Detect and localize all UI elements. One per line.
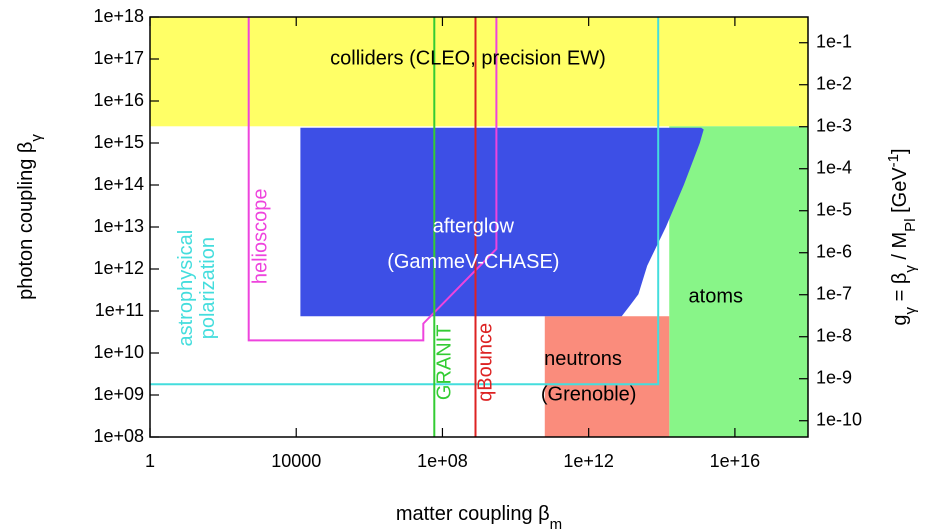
label-granit: GRANIT	[434, 325, 456, 401]
y-axis-label: photon coupling βγ	[15, 134, 45, 300]
region-neutrons	[544, 316, 670, 437]
y-tick-label: 1e+16	[93, 90, 144, 110]
label-afterglow-2: (GammeV-CHASE)	[387, 251, 559, 273]
x-tick-label: 1	[145, 451, 155, 471]
x-axis-label: matter coupling βm	[396, 503, 562, 531]
x-tick-label: 1e+08	[417, 451, 468, 471]
region-colliders	[150, 17, 808, 127]
label-qbounce: qBounce	[475, 323, 497, 402]
y-tick-label: 1e+14	[93, 174, 144, 194]
label-neutrons-2: (Grenoble)	[541, 383, 637, 405]
x-tick-label: 1e+16	[710, 451, 761, 471]
y2-tick-label: 1e-1	[816, 31, 852, 51]
region-atoms	[669, 126, 808, 437]
y-tick-label: 1e+18	[93, 6, 144, 26]
y2-tick-label: 1e-5	[816, 199, 852, 219]
y-tick-label: 1e+08	[93, 426, 144, 446]
regions-layer	[150, 17, 808, 437]
label-atoms: atoms	[689, 286, 743, 308]
y2-tick-label: 1e-9	[816, 367, 852, 387]
curves-layer	[150, 17, 660, 437]
x-tick-label: 1e+12	[563, 451, 614, 471]
y2-axis-label: gγ = βγ / MPl [GeV-1]	[885, 148, 919, 325]
y-tick-label: 1e+10	[93, 342, 144, 362]
label-afterglow-1: afterglow	[433, 215, 515, 237]
y-tick-label: 1e+17	[93, 48, 144, 68]
y2-tick-label: 1e-2	[816, 73, 852, 93]
label-helioscope: helioscope	[249, 189, 271, 285]
y-tick-label: 1e+09	[93, 384, 144, 404]
label-neutrons-1: neutrons	[544, 348, 622, 370]
region-afterglow	[300, 127, 704, 317]
y2-tick-label: 1e-7	[816, 283, 852, 303]
curve-helioscope	[247, 17, 498, 342]
y-tick-label: 1e+15	[93, 132, 144, 152]
label-astro-1: astrophysical	[175, 230, 197, 347]
curve-astrophysical-polarization	[150, 17, 660, 386]
labels-layer: colliders (CLEO, precision EW) afterglow (…	[175, 47, 743, 405]
x-tick-label: 10000	[271, 451, 321, 471]
y2-tick-label: 1e-4	[816, 157, 852, 177]
y2-tick-label: 1e-10	[816, 409, 862, 429]
label-colliders: colliders (CLEO, precision EW)	[330, 47, 606, 69]
y2-tick-label: 1e-3	[816, 115, 852, 135]
label-astro-2: polarization	[197, 237, 219, 339]
ticks-layer: 1 10000 1e+08 1e+12 1e+16 1e+08 1e+09 1e+10 1e+1…	[93, 6, 862, 471]
y2-tick-label: 1e-6	[816, 241, 852, 261]
y-tick-label: 1e+13	[93, 216, 144, 236]
y-tick-label: 1e+11	[95, 300, 144, 320]
y2-tick-label: 1e-8	[816, 325, 852, 345]
y-tick-label: 1e+12	[93, 258, 144, 278]
